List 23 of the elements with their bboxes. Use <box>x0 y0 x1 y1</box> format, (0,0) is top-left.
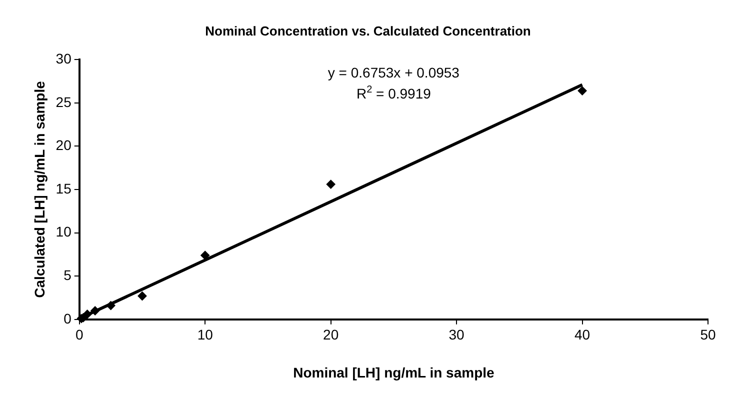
point <box>138 292 147 301</box>
y-tick-label: 25 <box>56 94 72 110</box>
x-tick-label: 50 <box>700 326 716 343</box>
y-tick-label: 5 <box>64 266 72 283</box>
point <box>578 86 587 96</box>
point <box>200 250 210 260</box>
y-axis-title: Calculated [LH] ng/mL in sample <box>31 80 48 298</box>
y-tick-label: 10 <box>56 224 72 240</box>
point <box>82 310 92 319</box>
y-tick-label: 30 <box>56 50 72 66</box>
x-axis-title: Nominal [LH] ng/mL in sample <box>293 364 494 380</box>
y-tick-label: 0 <box>64 310 72 326</box>
x-tick-label: 40 <box>574 326 590 343</box>
x-tick-label: 20 <box>323 326 339 343</box>
x-tick-label: 0 <box>75 326 84 343</box>
point <box>326 180 336 189</box>
x-tick-label: 10 <box>197 326 214 343</box>
chart-title: Nominal Concentration vs. Calculated Concentration <box>205 23 531 38</box>
point <box>90 306 100 316</box>
annotation: y = 0.6753x + 0.0953 <box>328 64 460 81</box>
y-tick-label: 20 <box>56 137 72 154</box>
x-tick-label: 30 <box>448 326 465 343</box>
y-tick-label: 15 <box>56 180 72 196</box>
